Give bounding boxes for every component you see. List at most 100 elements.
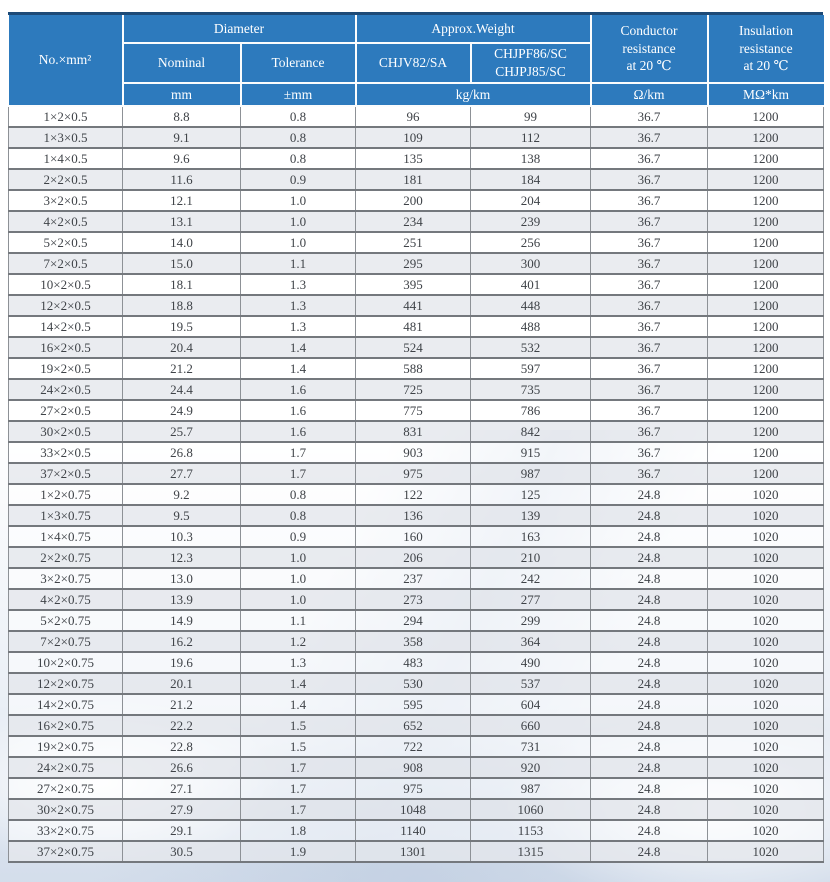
table-cell: 24.8 bbox=[590, 483, 709, 506]
table-cell: 25.7 bbox=[122, 420, 241, 443]
unit-nominal: mm bbox=[122, 82, 242, 107]
table-cell: 36.7 bbox=[590, 441, 709, 464]
table-cell: 1.7 bbox=[239, 798, 357, 821]
table-cell: 1200 bbox=[707, 378, 825, 401]
table-cell: 299 bbox=[470, 609, 592, 632]
table-row: 1×2×0.5 8.8 0.8 96 99 36.7 1200 bbox=[8, 105, 825, 128]
table-cell: 37×2×0.75 bbox=[8, 840, 123, 863]
table-cell: 1200 bbox=[707, 189, 825, 212]
table-row: 37×2×0.75 30.5 1.9 1301 1315 24.8 1020 bbox=[8, 840, 825, 863]
table-cell: 1200 bbox=[707, 315, 825, 338]
table-cell: 448 bbox=[470, 294, 592, 317]
table-cell: 1.6 bbox=[239, 399, 357, 422]
cable-spec-table-container: No.×mm² Diameter Approx.Weight Conductor… bbox=[8, 12, 825, 863]
table-cell: 0.8 bbox=[239, 126, 357, 149]
table-cell: 604 bbox=[470, 693, 592, 716]
table-row: 37×2×0.5 27.7 1.7 975 987 36.7 1200 bbox=[8, 462, 825, 485]
table-cell: 987 bbox=[470, 777, 592, 800]
table-row: 16×2×0.5 20.4 1.4 524 532 36.7 1200 bbox=[8, 336, 825, 359]
table-row: 4×2×0.75 13.9 1.0 273 277 24.8 1020 bbox=[8, 588, 825, 611]
table-cell: 99 bbox=[470, 105, 592, 128]
table-cell: 163 bbox=[470, 525, 592, 548]
table-cell: 234 bbox=[355, 210, 472, 233]
table-cell: 1200 bbox=[707, 105, 825, 128]
table-cell: 1060 bbox=[470, 798, 592, 821]
table-cell: 24×2×0.5 bbox=[8, 378, 123, 401]
table-cell: 652 bbox=[355, 714, 472, 737]
table-cell: 1.7 bbox=[239, 777, 357, 800]
table-cell: 20.1 bbox=[122, 672, 241, 695]
table-cell: 1200 bbox=[707, 147, 825, 170]
table-row: 33×2×0.75 29.1 1.8 1140 1153 24.8 1020 bbox=[8, 819, 825, 842]
table-cell: 725 bbox=[355, 378, 472, 401]
header-weight-type-1: CHJV82/SA bbox=[354, 42, 472, 84]
table-cell: 1020 bbox=[707, 714, 825, 737]
table-cell: 12.3 bbox=[122, 546, 241, 569]
table-row: 7×2×0.5 15.0 1.1 295 300 36.7 1200 bbox=[8, 252, 825, 275]
table-cell: 1200 bbox=[707, 273, 825, 296]
table-cell: 1.5 bbox=[239, 714, 357, 737]
table-cell: 26.8 bbox=[122, 441, 241, 464]
table-cell: 135 bbox=[355, 147, 472, 170]
table-cell: 200 bbox=[355, 189, 472, 212]
table-cell: 1.3 bbox=[239, 315, 357, 338]
table-cell: 14×2×0.5 bbox=[8, 315, 123, 338]
table-cell: 1020 bbox=[707, 840, 825, 863]
table-cell: 7×2×0.5 bbox=[8, 252, 123, 275]
spec-table: No.×mm² Diameter Approx.Weight Conductor… bbox=[8, 15, 825, 863]
table-cell: 36.7 bbox=[590, 189, 709, 212]
table-row: 1×4×0.5 9.6 0.8 135 138 36.7 1200 bbox=[8, 147, 825, 170]
table-cell: 8.8 bbox=[122, 105, 241, 128]
table-row: 10×2×0.75 19.6 1.3 483 490 24.8 1020 bbox=[8, 651, 825, 674]
table-cell: 27×2×0.75 bbox=[8, 777, 123, 800]
table-cell: 786 bbox=[470, 399, 592, 422]
table-cell: 1.7 bbox=[239, 441, 357, 464]
table-cell: 13.0 bbox=[122, 567, 241, 590]
table-cell: 842 bbox=[470, 420, 592, 443]
table-cell: 30×2×0.75 bbox=[8, 798, 123, 821]
table-cell: 242 bbox=[470, 567, 592, 590]
table-cell: 14×2×0.75 bbox=[8, 693, 123, 716]
table-row: 1×4×0.75 10.3 0.9 160 163 24.8 1020 bbox=[8, 525, 825, 548]
table-cell: 24.8 bbox=[590, 756, 709, 779]
table-cell: 1200 bbox=[707, 231, 825, 254]
table-cell: 36.7 bbox=[590, 294, 709, 317]
table-cell: 722 bbox=[355, 735, 472, 758]
table-row: 2×2×0.75 12.3 1.0 206 210 24.8 1020 bbox=[8, 546, 825, 569]
table-row: 27×2×0.5 24.9 1.6 775 786 36.7 1200 bbox=[8, 399, 825, 422]
table-cell: 1200 bbox=[707, 168, 825, 191]
table-cell: 1.0 bbox=[239, 546, 357, 569]
table-cell: 24.8 bbox=[590, 840, 709, 863]
table-cell: 239 bbox=[470, 210, 592, 233]
table-row: 16×2×0.75 22.2 1.5 652 660 24.8 1020 bbox=[8, 714, 825, 737]
table-cell: 160 bbox=[355, 525, 472, 548]
table-row: 1×3×0.5 9.1 0.8 109 112 36.7 1200 bbox=[8, 126, 825, 149]
table-cell: 251 bbox=[355, 231, 472, 254]
table-cell: 490 bbox=[470, 651, 592, 674]
table-cell: 16.2 bbox=[122, 630, 241, 653]
table-cell: 300 bbox=[470, 252, 592, 275]
table-cell: 1048 bbox=[355, 798, 472, 821]
table-cell: 1.0 bbox=[239, 567, 357, 590]
table-cell: 3×2×0.5 bbox=[8, 189, 123, 212]
table-row: 27×2×0.75 27.1 1.7 975 987 24.8 1020 bbox=[8, 777, 825, 800]
table-cell: 1020 bbox=[707, 777, 825, 800]
table-cell: 138 bbox=[470, 147, 592, 170]
table-cell: 5×2×0.75 bbox=[8, 609, 123, 632]
table-cell: 1020 bbox=[707, 819, 825, 842]
table-cell: 488 bbox=[470, 315, 592, 338]
table-cell: 3×2×0.75 bbox=[8, 567, 123, 590]
table-cell: 27.9 bbox=[122, 798, 241, 821]
table-body: 1×2×0.5 8.8 0.8 96 99 36.7 1200 1×3×0.5 9.1 0.8 10… bbox=[8, 105, 825, 863]
table-cell: 483 bbox=[355, 651, 472, 674]
table-cell: 1020 bbox=[707, 588, 825, 611]
table-cell: 1.4 bbox=[239, 336, 357, 359]
table-cell: 294 bbox=[355, 609, 472, 632]
table-cell: 1140 bbox=[355, 819, 472, 842]
table-cell: 597 bbox=[470, 357, 592, 380]
table-cell: 1020 bbox=[707, 672, 825, 695]
table-cell: 1×2×0.75 bbox=[8, 483, 123, 506]
table-cell: 122 bbox=[355, 483, 472, 506]
table-cell: 96 bbox=[355, 105, 472, 128]
table-cell: 36.7 bbox=[590, 378, 709, 401]
